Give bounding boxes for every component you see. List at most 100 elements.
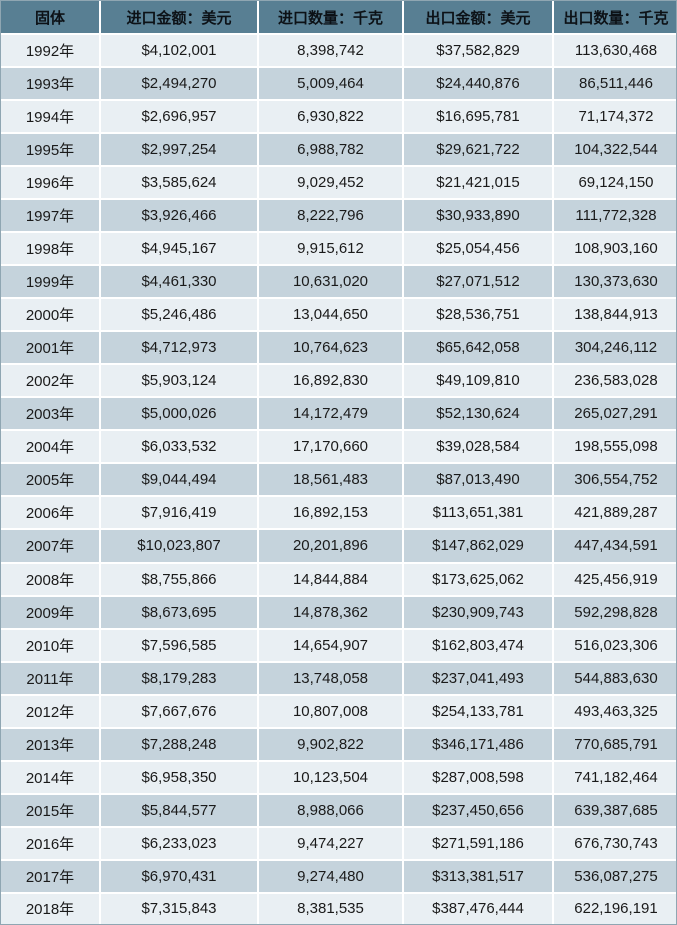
- value-cell: $113,651,381: [404, 497, 554, 531]
- value-cell: 8,222,796: [259, 200, 404, 234]
- year-cell: 2015年: [1, 794, 101, 828]
- value-cell: $6,033,532: [101, 431, 259, 465]
- year-cell: 2002年: [1, 365, 101, 399]
- column-header-export-quantity: 出口数量：千克: [554, 1, 676, 35]
- value-cell: 639,387,685: [554, 794, 676, 828]
- value-cell: $2,997,254: [101, 134, 259, 168]
- table-row: 2017年 $6,970,431 9,274,480 $313,381,517 536,…: [1, 860, 676, 894]
- value-cell: $237,450,656: [404, 794, 554, 828]
- table-row: 2012年 $7,667,676 10,807,008 $254,133,781 493…: [1, 695, 676, 729]
- value-cell: 10,631,020: [259, 266, 404, 300]
- table-row: 2003年 $5,000,026 14,172,479 $52,130,624 265,…: [1, 398, 676, 432]
- table-body: 1992年 $4,102,001 8,398,742 $37,582,829 113,6…: [1, 35, 676, 924]
- value-cell: 421,889,287: [554, 497, 676, 531]
- value-cell: $7,315,843: [101, 893, 259, 924]
- value-cell: $346,171,486: [404, 728, 554, 762]
- year-cell: 2012年: [1, 695, 101, 729]
- value-cell: $4,945,167: [101, 233, 259, 267]
- year-cell: 2018年: [1, 893, 101, 924]
- value-cell: 86,511,446: [554, 68, 676, 102]
- year-cell: 2011年: [1, 662, 101, 696]
- value-cell: $147,862,029: [404, 530, 554, 564]
- value-cell: $29,621,722: [404, 134, 554, 168]
- year-cell: 2003年: [1, 398, 101, 432]
- value-cell: $16,695,781: [404, 101, 554, 135]
- year-cell: 2010年: [1, 629, 101, 663]
- value-cell: $4,712,973: [101, 332, 259, 366]
- year-cell: 1992年: [1, 35, 101, 69]
- year-cell: 2005年: [1, 464, 101, 498]
- value-cell: $6,233,023: [101, 827, 259, 861]
- value-cell: 447,434,591: [554, 530, 676, 564]
- value-cell: 14,878,362: [259, 596, 404, 630]
- column-header-export-amount: 出口金额：美元: [404, 1, 554, 35]
- table-row: 2016年 $6,233,023 9,474,227 $271,591,186 676,…: [1, 827, 676, 861]
- value-cell: 544,883,630: [554, 662, 676, 696]
- value-cell: $7,596,585: [101, 629, 259, 663]
- value-cell: 71,174,372: [554, 101, 676, 135]
- value-cell: 69,124,150: [554, 167, 676, 201]
- value-cell: 770,685,791: [554, 728, 676, 762]
- value-cell: $39,028,584: [404, 431, 554, 465]
- table-row: 2011年 $8,179,283 13,748,058 $237,041,493 544…: [1, 662, 676, 696]
- value-cell: 592,298,828: [554, 596, 676, 630]
- year-cell: 2017年: [1, 860, 101, 894]
- table-row: 2000年 $5,246,486 13,044,650 $28,536,751 138,…: [1, 299, 676, 333]
- year-cell: 2008年: [1, 563, 101, 597]
- value-cell: $28,536,751: [404, 299, 554, 333]
- value-cell: $27,071,512: [404, 266, 554, 300]
- year-cell: 2001年: [1, 332, 101, 366]
- table-row: 1992年 $4,102,001 8,398,742 $37,582,829 113,6…: [1, 35, 676, 69]
- value-cell: 304,246,112: [554, 332, 676, 366]
- value-cell: 17,170,660: [259, 431, 404, 465]
- value-cell: 198,555,098: [554, 431, 676, 465]
- table-row: 1999年 $4,461,330 10,631,020 $27,071,512 130,…: [1, 266, 676, 300]
- value-cell: 10,123,504: [259, 761, 404, 795]
- value-cell: 10,764,623: [259, 332, 404, 366]
- value-cell: $10,023,807: [101, 530, 259, 564]
- value-cell: $21,421,015: [404, 167, 554, 201]
- value-cell: 130,373,630: [554, 266, 676, 300]
- table-row: 2006年 $7,916,419 16,892,153 $113,651,381 421…: [1, 497, 676, 531]
- table-row: 2004年 $6,033,532 17,170,660 $39,028,584 198,…: [1, 431, 676, 465]
- value-cell: $4,461,330: [101, 266, 259, 300]
- column-header-import-quantity: 进口数量：千克: [259, 1, 404, 35]
- value-cell: $8,179,283: [101, 662, 259, 696]
- value-cell: $2,494,270: [101, 68, 259, 102]
- value-cell: 516,023,306: [554, 629, 676, 663]
- value-cell: 16,892,153: [259, 497, 404, 531]
- value-cell: 622,196,191: [554, 893, 676, 924]
- column-header-category: 固体: [1, 1, 101, 35]
- value-cell: 8,988,066: [259, 794, 404, 828]
- value-cell: 10,807,008: [259, 695, 404, 729]
- value-cell: $7,916,419: [101, 497, 259, 531]
- value-cell: 16,892,830: [259, 365, 404, 399]
- value-cell: 18,561,483: [259, 464, 404, 498]
- value-cell: $162,803,474: [404, 629, 554, 663]
- value-cell: 493,463,325: [554, 695, 676, 729]
- value-cell: $230,909,743: [404, 596, 554, 630]
- value-cell: $87,013,490: [404, 464, 554, 498]
- value-cell: $254,133,781: [404, 695, 554, 729]
- table-row: 2008年 $8,755,866 14,844,884 $173,625,062 425…: [1, 563, 676, 597]
- value-cell: $271,591,186: [404, 827, 554, 861]
- value-cell: 138,844,913: [554, 299, 676, 333]
- year-cell: 2014年: [1, 761, 101, 795]
- value-cell: 9,029,452: [259, 167, 404, 201]
- value-cell: $7,288,248: [101, 728, 259, 762]
- value-cell: 6,988,782: [259, 134, 404, 168]
- value-cell: 306,554,752: [554, 464, 676, 498]
- value-cell: 113,630,468: [554, 35, 676, 69]
- value-cell: $237,041,493: [404, 662, 554, 696]
- value-cell: $6,970,431: [101, 860, 259, 894]
- value-cell: 5,009,464: [259, 68, 404, 102]
- value-cell: 20,201,896: [259, 530, 404, 564]
- table-row: 1993年 $2,494,270 5,009,464 $24,440,876 86,51…: [1, 68, 676, 102]
- value-cell: 6,930,822: [259, 101, 404, 135]
- value-cell: 236,583,028: [554, 365, 676, 399]
- value-cell: $8,755,866: [101, 563, 259, 597]
- value-cell: 14,654,907: [259, 629, 404, 663]
- table-row: 2014年 $6,958,350 10,123,504 $287,008,598 741…: [1, 761, 676, 795]
